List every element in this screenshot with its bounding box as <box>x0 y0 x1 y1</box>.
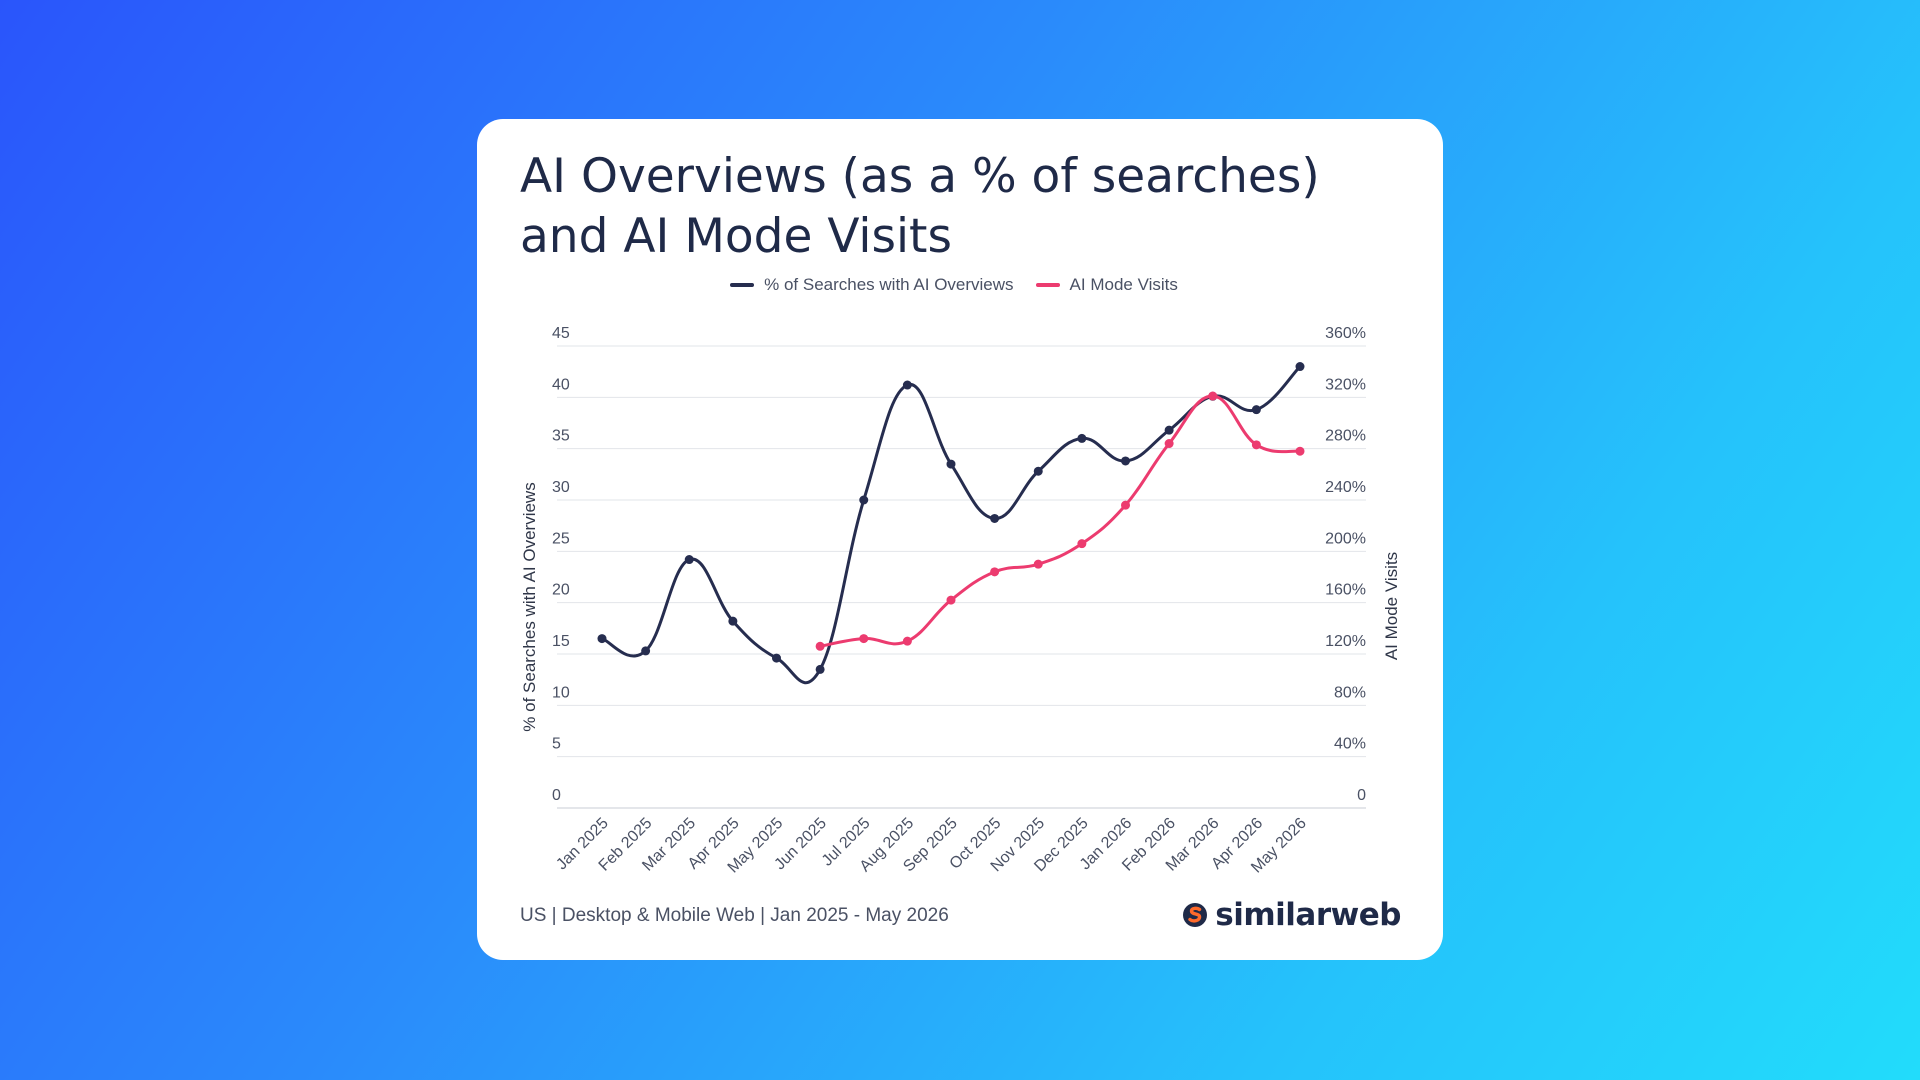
data-point-searches <box>728 616 738 626</box>
y2-tick-label: 240% <box>1325 479 1366 496</box>
data-point-searches <box>946 459 956 469</box>
data-point-ai-mode <box>990 567 1000 577</box>
legend-label-searches: % of Searches with AI Overviews <box>764 275 1014 294</box>
chart-title: AI Overviews (as a % of searches) and AI… <box>520 149 1320 264</box>
series-line-searches <box>600 365 1302 685</box>
data-point-ai-mode <box>1295 446 1305 456</box>
y2-tick-label: 120% <box>1325 633 1366 650</box>
footer-note: US | Desktop & Mobile Web | Jan 2025 - M… <box>520 905 949 926</box>
data-point-ai-mode <box>1164 439 1174 449</box>
data-point-searches <box>1077 433 1087 443</box>
y-tick-label: 0 <box>552 787 561 804</box>
y2-axis-title: AI Mode Visits <box>1382 552 1401 660</box>
legend-swatch-ai-mode <box>1035 283 1060 287</box>
legend-item-searches: % of Searches with AI Overviews <box>730 275 1014 295</box>
legend-item-ai-mode: AI Mode Visits <box>1035 275 1178 295</box>
y2-tick-label: 200% <box>1325 530 1366 547</box>
data-point-ai-mode <box>1251 440 1261 450</box>
y-tick-label: 5 <box>552 736 561 753</box>
data-point-searches <box>1164 425 1174 435</box>
y2-tick-label: 360% <box>1325 325 1366 342</box>
legend-swatch-searches <box>730 283 755 287</box>
data-point-ai-mode <box>946 595 956 605</box>
chart-card: AI Overviews (as a % of searches) and AI… <box>477 119 1443 960</box>
y-tick-label: 15 <box>552 633 570 650</box>
y-tick-label: 20 <box>552 582 570 599</box>
y-tick-label: 10 <box>552 684 570 701</box>
similarweb-logo-icon <box>1183 903 1208 927</box>
data-point-searches <box>641 646 651 656</box>
y-tick-label: 35 <box>552 428 570 445</box>
y-tick-label: 30 <box>552 479 570 496</box>
data-point-searches <box>1295 362 1305 372</box>
data-point-searches <box>1121 456 1130 466</box>
y2-tick-label: 160% <box>1325 582 1366 599</box>
data-point-searches <box>772 653 781 663</box>
data-point-searches <box>990 513 1000 523</box>
brand-name: similarweb <box>1215 897 1401 933</box>
y2-tick-label: 280% <box>1325 428 1366 445</box>
legend-label-ai-mode: AI Mode Visits <box>1069 275 1178 294</box>
data-point-searches <box>859 495 869 505</box>
line-chart: 0 0 5 40% 10 80% 15 120% 20 160% 25 200% 30 240% 35 280… <box>520 325 1401 877</box>
y2-tick-label: 40% <box>1334 736 1366 753</box>
data-point-ai-mode <box>859 634 869 644</box>
y2-tick-label: 320% <box>1325 376 1366 393</box>
chart-legend: % of Searches with AI Overviews AI Mode … <box>471 275 1437 295</box>
data-point-ai-mode <box>1121 500 1130 510</box>
y-tick-label: 45 <box>552 325 570 342</box>
data-point-searches <box>1251 405 1261 415</box>
brand: similarweb <box>1181 897 1401 933</box>
data-point-ai-mode <box>1208 391 1218 401</box>
data-point-searches <box>597 634 607 644</box>
y-tick-label: 40 <box>552 376 570 393</box>
y2-tick-label: 80% <box>1334 684 1366 701</box>
data-point-ai-mode <box>1077 539 1087 549</box>
series-line-ai-mode <box>818 394 1302 648</box>
data-point-searches <box>1033 466 1043 476</box>
data-point-ai-mode <box>1033 559 1043 569</box>
y-tick-label: 25 <box>552 530 570 547</box>
data-point-searches <box>815 664 825 674</box>
data-point-searches <box>684 555 694 565</box>
y2-tick-label: 0 <box>1357 787 1366 804</box>
data-point-ai-mode <box>902 636 912 646</box>
y-axis-title: % of Searches with AI Overviews <box>520 482 539 731</box>
data-point-searches <box>902 380 912 390</box>
data-point-ai-mode <box>815 641 825 651</box>
